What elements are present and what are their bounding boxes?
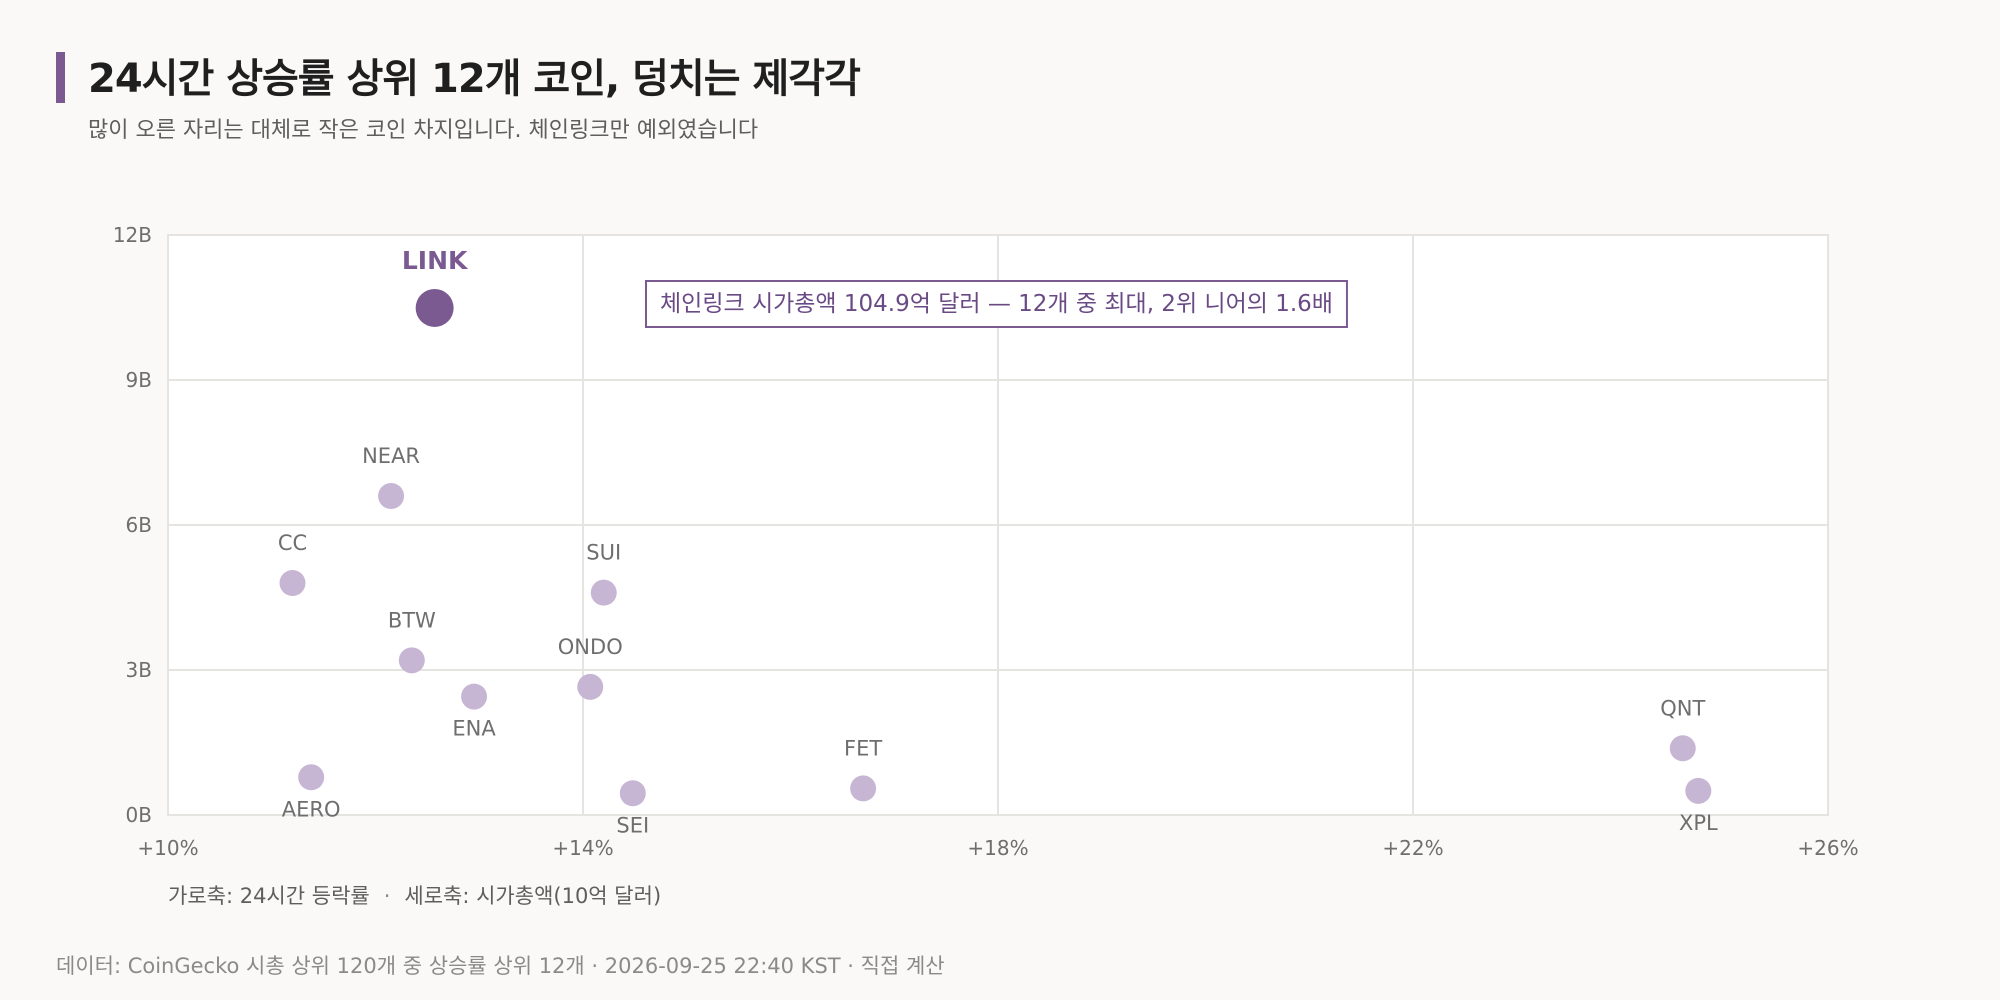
axis-note: 가로축: 24시간 등락률 · 세로축: 시가총액(10억 달러) bbox=[168, 880, 661, 910]
annotation-text: 체인링크 시가총액 104.9억 달러 — 12개 중 최대, 2위 니어의 1… bbox=[660, 291, 1333, 317]
y-tick-label: 12B bbox=[113, 223, 152, 247]
point-label-near: NEAR bbox=[362, 444, 420, 468]
point-label-cc: CC bbox=[278, 531, 307, 555]
x-tick-label: +14% bbox=[552, 836, 613, 860]
data-point-sei bbox=[619, 780, 646, 807]
point-label-sui: SUI bbox=[586, 541, 621, 565]
data-point-ena bbox=[461, 683, 488, 710]
data-points: LINK NEAR CC SUI BTW ENA ONDO AERO SEI FET QNT XPL bbox=[278, 246, 1718, 837]
point-label-btw: BTW bbox=[388, 608, 436, 632]
data-point-sui bbox=[590, 579, 617, 606]
scatter-chart: +10% +14% +18% +22% +26% 0B 3B 6B 9B 12B 체인링크 시가… bbox=[113, 223, 1859, 860]
point-label-xpl: XPL bbox=[1679, 811, 1718, 835]
chart-subtitle: 많이 오른 자리는 대체로 작은 코인 차지입니다. 체인링크만 예외였습니다 bbox=[88, 118, 759, 143]
annotation: 체인링크 시가총액 104.9억 달러 — 12개 중 최대, 2위 니어의 1… bbox=[645, 280, 1348, 328]
data-point-near bbox=[378, 483, 405, 509]
point-label-qnt: QNT bbox=[1660, 696, 1705, 720]
x-tick-label: +26% bbox=[1797, 836, 1858, 860]
point-label-link: LINK bbox=[402, 246, 469, 275]
annotation-box bbox=[645, 280, 1348, 328]
data-point-ondo bbox=[577, 673, 604, 700]
data-point-xpl bbox=[1685, 777, 1712, 804]
y-tick-label: 9B bbox=[126, 368, 152, 392]
title-accent-bar bbox=[56, 52, 65, 103]
data-point-qnt bbox=[1669, 735, 1696, 762]
data-point-aero bbox=[298, 764, 325, 791]
data-point-fet bbox=[850, 775, 877, 802]
x-tick-label: +22% bbox=[1382, 836, 1443, 860]
y-tick-label: 3B bbox=[126, 658, 152, 682]
x-tick-label: +18% bbox=[967, 836, 1028, 860]
y-tick-label: 6B bbox=[126, 513, 152, 537]
data-point-btw bbox=[398, 647, 425, 674]
data-point-cc bbox=[279, 570, 306, 596]
point-label-aero: AERO bbox=[282, 797, 341, 821]
source-note: 데이터: CoinGecko 시총 상위 120개 중 상승률 상위 12개 ·… bbox=[56, 954, 945, 978]
data-point-link bbox=[415, 288, 454, 327]
chart-title: 24시간 상승률 상위 12개 코인, 덩치는 제각각 bbox=[88, 56, 861, 102]
x-axis-ticks: +10% +14% +18% +22% +26% bbox=[137, 836, 1858, 860]
y-tick-label: 0B bbox=[126, 803, 152, 827]
x-axis-note: 가로축: 24시간 등락률 bbox=[168, 884, 370, 908]
point-label-ena: ENA bbox=[452, 717, 496, 741]
x-tick-label: +10% bbox=[137, 836, 198, 860]
point-label-ondo: ONDO bbox=[558, 635, 623, 659]
gridlines bbox=[167, 234, 1829, 816]
y-axis-ticks: 0B 3B 6B 9B 12B bbox=[113, 223, 152, 827]
point-label-fet: FET bbox=[844, 736, 882, 760]
point-label-sei: SEI bbox=[616, 813, 649, 837]
y-axis-note: 세로축: 시가총액(10억 달러) bbox=[404, 884, 662, 908]
axis-note-separator: · bbox=[383, 884, 391, 908]
